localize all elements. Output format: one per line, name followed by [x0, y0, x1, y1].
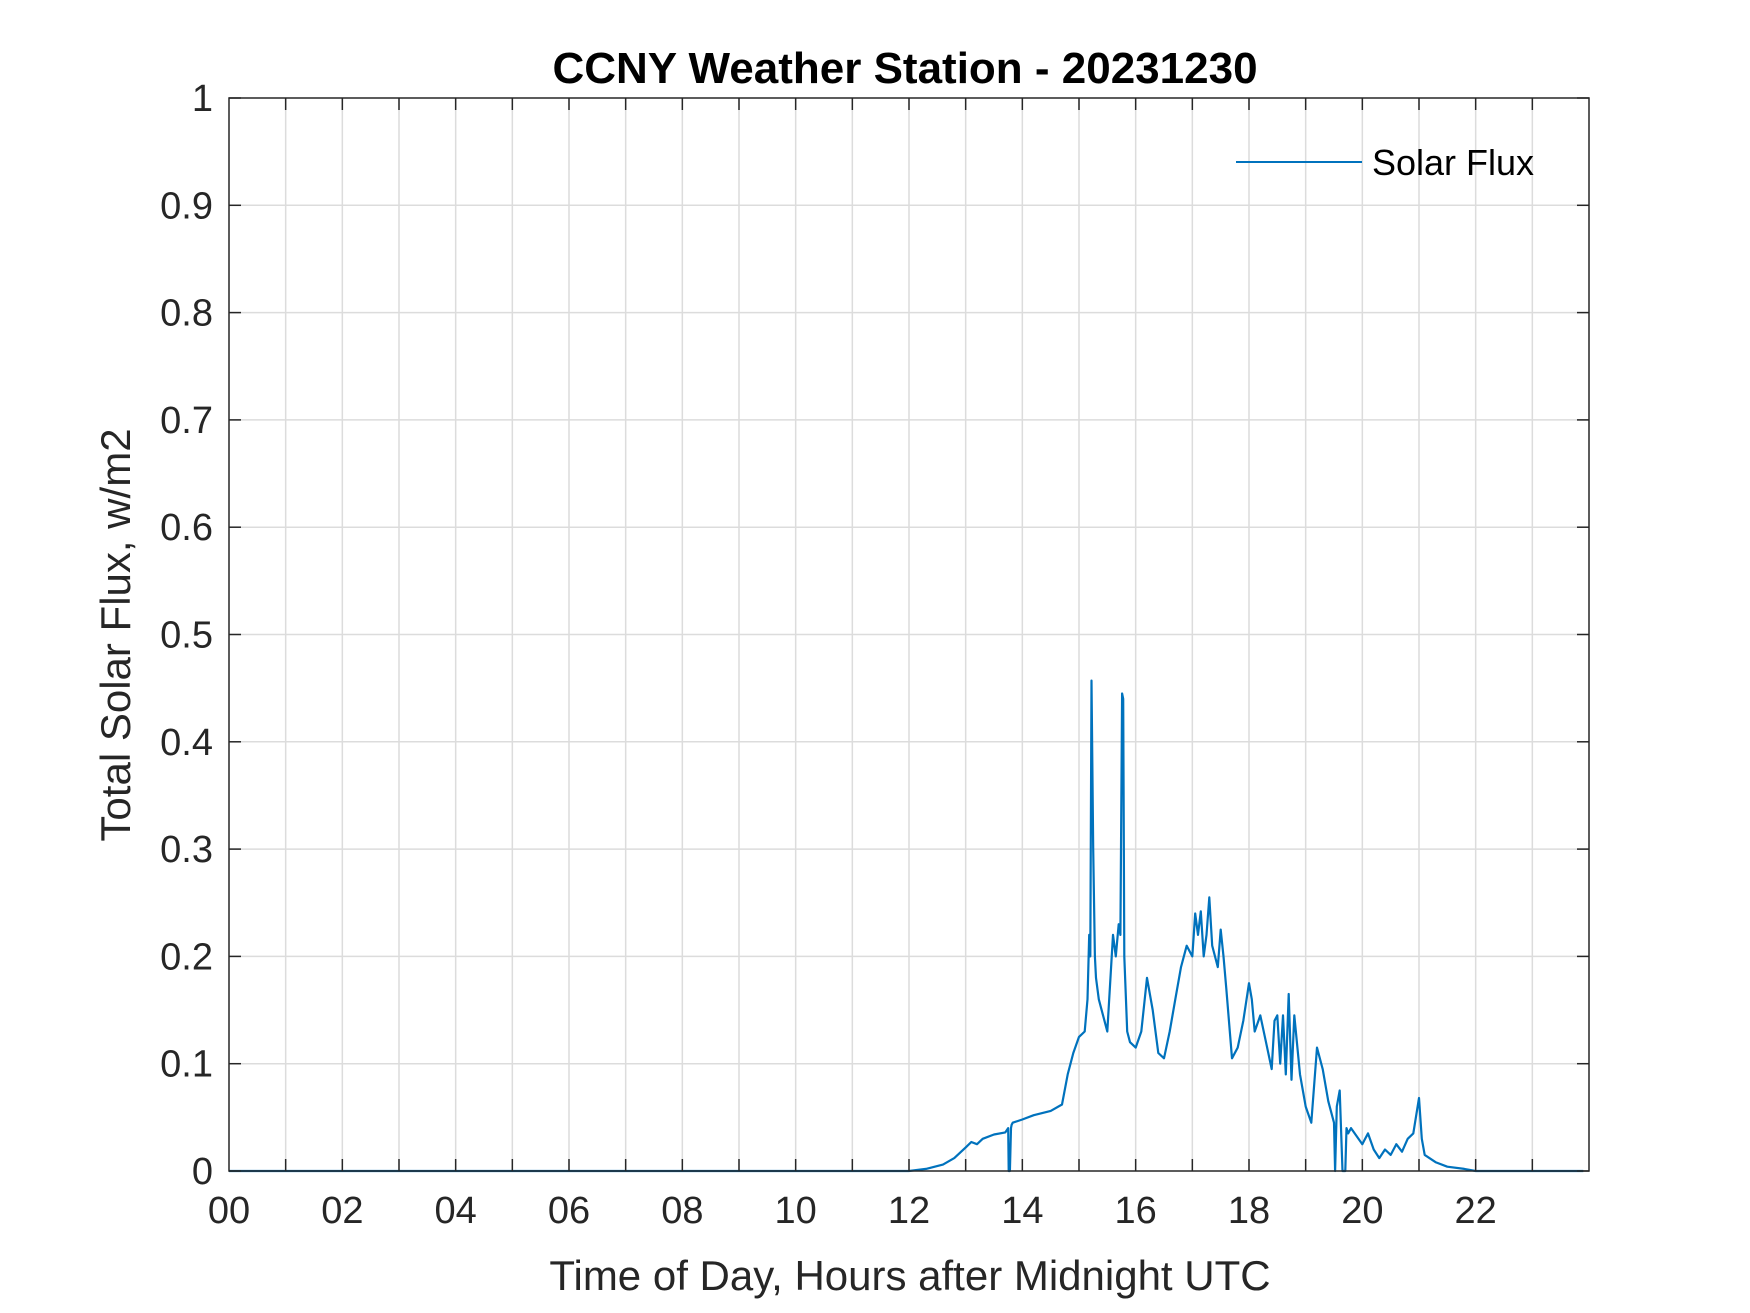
y-tick-label: 0.7 — [160, 400, 213, 442]
series-line-solar-flux — [229, 679, 1584, 1173]
x-tick-label: 16 — [1115, 1190, 1157, 1232]
y-tick-label: 0.1 — [160, 1044, 213, 1086]
x-axis-label: Time of Day, Hours after Midnight UTC — [549, 1252, 1270, 1299]
x-tick-label: 18 — [1228, 1190, 1270, 1232]
ticks — [229, 97, 1589, 1172]
y-tick-labels: 0 0.1 0.2 0.3 0.4 0.5 0.6 0.7 0.8 0.9 1 — [160, 78, 213, 1193]
y-tick-label: 0.8 — [160, 293, 213, 335]
series-layer — [229, 679, 1584, 1173]
x-tick-label: 20 — [1341, 1190, 1383, 1232]
x-tick-label: 02 — [321, 1190, 363, 1232]
y-tick-label: 1 — [192, 78, 213, 120]
y-tick-label: 0 — [192, 1151, 213, 1193]
x-tick-label: 14 — [1001, 1190, 1043, 1232]
x-tick-label: 06 — [548, 1190, 590, 1232]
x-tick-label: 22 — [1455, 1190, 1497, 1232]
x-tick-label: 10 — [775, 1190, 817, 1232]
y-tick-label: 0.4 — [160, 722, 213, 764]
x-tick-labels: 00 02 04 06 08 10 12 14 16 18 20 22 — [208, 1190, 1497, 1232]
chart-title: CCNY Weather Station - 20231230 — [552, 44, 1257, 93]
x-tick-label: 12 — [888, 1190, 930, 1232]
y-tick-label: 0.5 — [160, 615, 213, 657]
y-axis-label: Total Solar Flux, w/m2 — [92, 428, 139, 841]
x-tick-label: 04 — [435, 1190, 477, 1232]
legend-label-solar-flux: Solar Flux — [1372, 142, 1534, 183]
grid — [229, 98, 1589, 1171]
y-tick-label: 0.6 — [160, 507, 213, 549]
legend: Solar Flux — [1236, 142, 1534, 183]
y-tick-label: 0.2 — [160, 936, 213, 978]
y-tick-label: 0.3 — [160, 829, 213, 871]
x-tick-label: 08 — [661, 1190, 703, 1232]
x-tick-label: 00 — [208, 1190, 250, 1232]
y-tick-label: 0.9 — [160, 185, 213, 227]
